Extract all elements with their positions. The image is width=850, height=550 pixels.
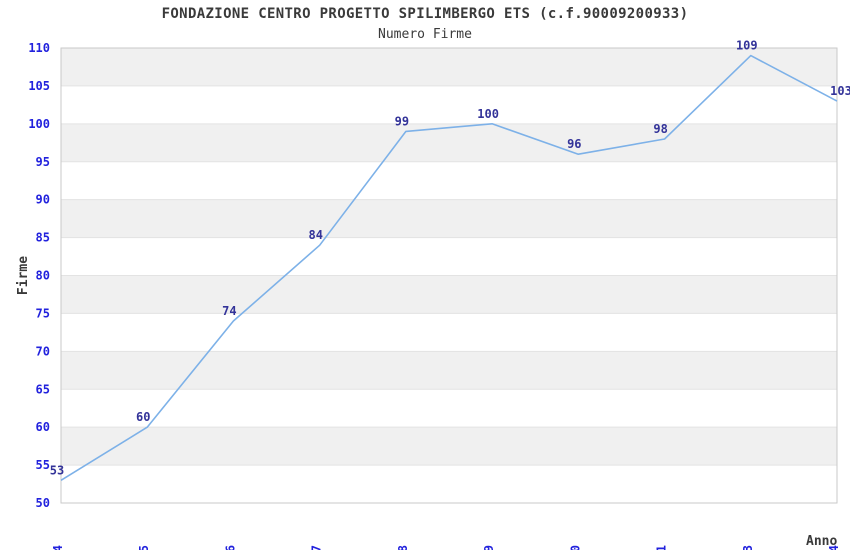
- trend-line: [60, 54, 838, 481]
- x-axis-label: Anno: [806, 534, 837, 549]
- x-tick-label: 2021: [655, 545, 669, 550]
- y-tick-label: 110: [28, 41, 50, 55]
- plot-band: [61, 48, 837, 86]
- x-tick-label: 2019: [482, 545, 496, 550]
- y-tick-label: 105: [28, 79, 50, 93]
- y-tick-label: 90: [36, 193, 50, 207]
- y-tick-label: 60: [36, 420, 50, 434]
- y-tick-label: 85: [36, 231, 50, 245]
- plot-band: [61, 123, 837, 162]
- plot-band: [61, 351, 837, 390]
- x-tick-label: 2023: [741, 545, 755, 550]
- y-tick-label: 80: [36, 269, 50, 283]
- data-point-label: 60: [136, 410, 150, 424]
- data-point-label: 99: [395, 114, 409, 128]
- plot-border: [60, 47, 838, 504]
- y-tick-label: 50: [36, 496, 50, 510]
- x-tick-label: 2024: [827, 545, 841, 550]
- plot-band: [61, 199, 837, 238]
- data-point-label: 109: [736, 39, 758, 53]
- data-point-label: 100: [477, 107, 499, 121]
- y-tick-label: 75: [36, 306, 50, 320]
- y-axis-label: Firme: [16, 256, 31, 295]
- y-tick-label: 70: [36, 344, 50, 358]
- chart-subtitle: Numero Firme: [378, 27, 472, 42]
- x-tick-label: 2017: [310, 545, 324, 550]
- plot-band: [61, 275, 837, 314]
- data-point-label: 96: [567, 137, 581, 151]
- data-point-label: 98: [653, 122, 667, 136]
- y-tick-label: 65: [36, 382, 50, 396]
- y-tick-label: 95: [36, 155, 50, 169]
- x-tick-label: 2016: [223, 545, 237, 550]
- data-point-label: 53: [50, 463, 64, 477]
- chart-title: FONDAZIONE CENTRO PROGETTO SPILIMBERGO E…: [161, 6, 689, 22]
- x-tick-label: 2015: [137, 545, 151, 550]
- data-point-label: 84: [308, 228, 322, 242]
- x-tick-label: 2014: [51, 545, 65, 550]
- y-tick-label: 100: [28, 117, 50, 131]
- x-tick-label: 2020: [568, 545, 582, 550]
- plot-band: [61, 427, 837, 466]
- x-tick-label: 2018: [396, 545, 410, 550]
- data-point-label: 103: [830, 84, 850, 98]
- data-point-label: 74: [222, 304, 236, 318]
- y-tick-label: 55: [36, 458, 50, 472]
